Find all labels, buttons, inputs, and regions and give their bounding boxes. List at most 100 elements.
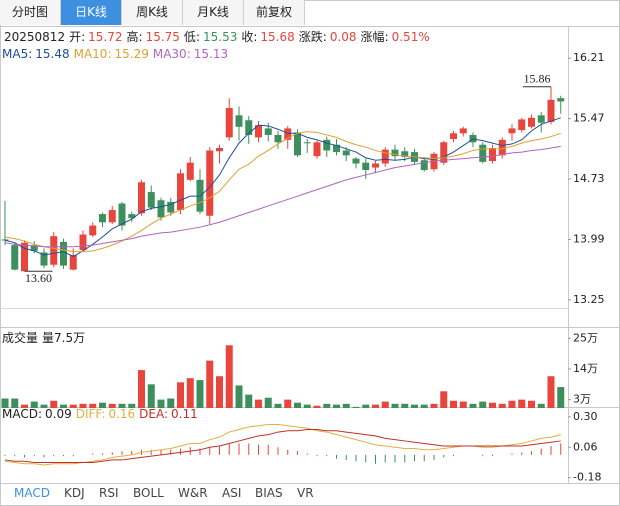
candle-body [528,117,535,127]
tab[interactable]: 分时图 [0,0,61,25]
macd-line [4,429,561,463]
candle-body [264,128,272,135]
indicator-tab[interactable]: MACD [14,486,50,500]
legend: MA515.48 MA1015.29 MA3015.13 [2,47,232,61]
candle-body [342,150,350,156]
volume-bar [167,398,175,408]
candle-body [235,115,243,127]
candle-body [284,128,292,140]
volume-bar [69,404,77,408]
tab[interactable]: 日K线 [61,0,122,25]
annotation: 13.60 [25,271,52,285]
candle-body [372,163,379,168]
field-label: 低 [184,30,200,44]
ma-line [4,145,561,248]
y-tick-label: 13.99 [573,232,605,245]
indicator-tab[interactable]: VR [297,486,314,500]
volume-bar [99,402,106,408]
volume-bar [498,403,506,408]
volume-bar [264,397,272,408]
field-value: 15.53 [202,30,238,44]
indicator-tab[interactable]: BOLL [133,486,164,500]
field-label: 涨跌 [299,30,327,44]
volume-bar [489,402,496,408]
volume-bar [303,404,311,408]
volume-bar [245,394,253,408]
field-label: 涨幅 [361,30,389,44]
y-tick-label: 13.25 [573,293,605,306]
indicator-tab[interactable]: RSI [99,486,119,500]
indicator-tab[interactable]: ASI [222,486,242,500]
volume-bar [508,400,516,408]
volume-bar [177,382,184,408]
indicator-tab[interactable]: W&R [178,486,208,500]
field-value: 15.75 [145,30,180,44]
legend-value: 15.48 [35,47,70,61]
candle-body [79,234,87,251]
legend-name: MA10 [74,47,112,61]
candle-body [547,99,555,122]
volume-bar [128,403,136,408]
candle-body [557,98,565,102]
candle-body [323,139,331,151]
candle-body [138,182,145,214]
candle-body [352,158,360,164]
volume-bar [537,403,545,408]
volume-bar [225,345,233,408]
volume-bar [547,376,555,408]
legend-name: MACD [2,407,42,421]
indicator-tab[interactable]: KDJ [64,486,85,500]
candle-body [498,139,506,156]
candle-body [177,173,184,211]
macd-line [4,423,561,466]
volume-bar [333,404,340,408]
candle-body [420,160,428,171]
candle-body [333,144,340,153]
volume-bar [60,404,67,408]
legend-value: 0.09 [45,407,72,421]
field-value: 15.72 [88,30,123,44]
volume-bar [89,403,97,408]
volume-bar [50,400,58,408]
field-value: 0.08 [329,30,357,44]
candle-body [50,236,58,265]
volume-title: 成交量 [2,331,39,345]
candle-body [518,119,526,131]
volume-bar [459,401,467,408]
volume-bar [479,401,487,408]
candle-body [21,242,28,272]
candle-body [274,134,282,143]
y-tick-label: 16.21 [573,51,605,64]
candle-body [89,225,97,236]
volume-bar [342,403,350,408]
candle-body [479,144,487,162]
legend-value: 15.29 [114,47,149,61]
volume-current: 量7.5万 [42,331,86,345]
candle-body [40,252,48,266]
volume-bar [284,399,292,408]
legend-name: MA30 [153,47,191,61]
candle-body [489,148,496,162]
candle-body [401,151,409,157]
indicator-tab[interactable]: BIAS [255,486,283,500]
tab[interactable]: 前复权 [244,0,305,25]
legend-name: DEA [139,407,168,421]
volume-bar [391,403,399,408]
tab[interactable]: 周K线 [122,0,183,25]
ma-line [4,117,561,258]
legend-value: 0.11 [171,407,198,421]
volume-legend: 成交量 量7.5万 [2,329,89,346]
y-tick-label: 0.30 [573,410,598,423]
candle-body [391,149,399,157]
candle-body [147,192,155,208]
volume-bar [157,399,165,408]
candle-body [440,142,448,163]
y-tick-label: -0.18 [573,471,601,484]
y-tick-label: 15.47 [573,112,605,125]
candle-body [108,210,116,223]
candle-body [537,115,545,123]
annotation: 15.86 [524,72,551,86]
tab[interactable]: 月K线 [183,0,244,25]
volume-bar [401,403,409,408]
